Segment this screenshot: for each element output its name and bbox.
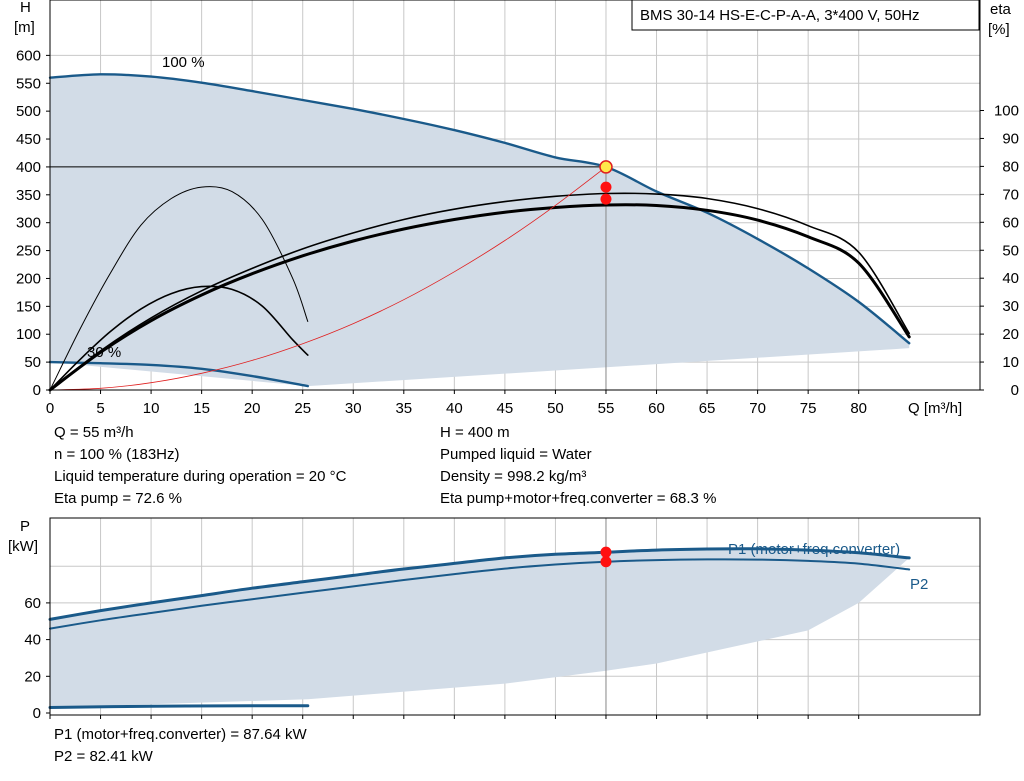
y2-tick-label: 10 — [1002, 354, 1019, 371]
info-left-block: Q = 55 m³/h n = 100 % (183Hz) Liquid tem… — [54, 422, 346, 510]
x-tick-label: 20 — [244, 400, 261, 417]
p-axis-unit: [kW] — [8, 538, 38, 555]
curve-head-0 — [48, 73, 911, 345]
annotation-30-percent: 30 % — [87, 344, 121, 361]
y-axis-unit: [m] — [14, 19, 35, 36]
p-tick-label: 40 — [24, 632, 41, 649]
y-tick-label: 300 — [16, 215, 41, 232]
top-markers — [599, 160, 613, 205]
x-tick-label: 25 — [294, 400, 311, 417]
x-tick-label: 50 — [547, 400, 564, 417]
power-range-area — [50, 548, 910, 708]
p-tick-label: 60 — [24, 595, 41, 612]
x-axis-label: Q [m³/h] — [908, 400, 962, 417]
y-tick-label: 550 — [16, 75, 41, 92]
power-curve-0 — [48, 547, 911, 621]
x-tick-label: 35 — [395, 400, 412, 417]
curve-efficiency-6 — [49, 186, 309, 391]
curve-head-1 — [48, 360, 309, 388]
y2-tick-label: 90 — [1002, 130, 1019, 147]
y2-axis-unit: [%] — [988, 21, 1010, 38]
power-marker — [600, 556, 612, 568]
curve-system-7 — [49, 166, 607, 391]
info-eta-pump: Eta pump = 72.6 % — [54, 490, 182, 507]
y-tick-label: 450 — [16, 131, 41, 148]
y2-tick-label: 0 — [1011, 382, 1019, 399]
y-tick-label: 200 — [16, 270, 41, 287]
x-tick-label: 30 — [345, 400, 362, 417]
power-curve-1 — [49, 558, 911, 630]
p2-series-label: P2 — [910, 576, 928, 593]
top-series-lines — [48, 73, 911, 392]
y2-tick-label: 100 — [994, 103, 1019, 120]
info-speed: n = 100 % (183Hz) — [54, 446, 180, 463]
x-tick-label: 5 — [96, 400, 104, 417]
x-tick-label: 0 — [46, 400, 54, 417]
p1-series-label: P1 (motor+freq.converter) — [728, 541, 900, 558]
duty-point-marker — [599, 160, 613, 174]
y2-tick-label: 50 — [1002, 242, 1019, 259]
power-curve-2 — [48, 704, 310, 709]
x-tick-label: 55 — [598, 400, 615, 417]
y-tick-label: 500 — [16, 103, 41, 120]
y-axis-label: H — [20, 0, 31, 16]
info-temperature: Liquid temperature during operation = 20… — [54, 468, 347, 485]
y2-tick-label: 20 — [1002, 326, 1019, 343]
info-density: Density = 998.2 kg/m³ — [440, 468, 587, 485]
x-tick-label: 80 — [850, 400, 867, 417]
info-p2: P2 = 82.41 kW — [54, 748, 153, 765]
p-tick-label: 0 — [33, 705, 41, 722]
info-power-block: P1 (motor+freq.converter) = 87.64 kW P2 … — [54, 724, 307, 768]
curve-efficiency-3 — [48, 203, 911, 392]
bottom-plot-frame — [49, 517, 981, 716]
y-tick-label: 600 — [16, 47, 41, 64]
info-right-block: H = 400 m Pumped liquid = Water Density … — [440, 422, 716, 510]
x-tick-label: 15 — [193, 400, 210, 417]
x-tick-label: 40 — [446, 400, 463, 417]
info-head: H = 400 m — [440, 424, 510, 441]
power-marker — [600, 546, 612, 558]
x-tick-label: 10 — [143, 400, 160, 417]
x-tick-label: 60 — [648, 400, 665, 417]
x-tick-label: 75 — [800, 400, 817, 417]
bottom-ticks: 0 20 40 60 — [24, 595, 860, 722]
info-flow: Q = 55 m³/h — [54, 424, 134, 441]
x-tick-label: 65 — [699, 400, 716, 417]
efficiency-marker — [600, 181, 612, 193]
y2-axis-label: eta — [990, 1, 1012, 18]
x-tick-label: 45 — [497, 400, 514, 417]
y-tick-label: 400 — [16, 159, 41, 176]
y-tick-label: 0 — [33, 382, 41, 399]
p-tick-label: 20 — [24, 668, 41, 685]
y2-tick-label: 40 — [1002, 270, 1019, 287]
efficiency-marker — [600, 193, 612, 205]
y-tick-label: 100 — [16, 326, 41, 343]
y-tick-label: 50 — [24, 354, 41, 371]
power-chart: 0 20 40 60 P [kW] P1 (motor+freq.converter)… — [8, 517, 981, 722]
chart-title: BMS 30-14 HS-E-C-P-A-A, 3*400 V, 50Hz — [640, 7, 920, 24]
y2-tick-label: 80 — [1002, 158, 1019, 175]
y2-tick-label: 70 — [1002, 186, 1019, 203]
y2-tick-label: 60 — [1002, 214, 1019, 231]
annotation-100-percent: 100 % — [162, 54, 205, 71]
y-tick-label: 350 — [16, 187, 41, 204]
title-box — [631, 0, 980, 31]
info-liquid: Pumped liquid = Water — [440, 446, 592, 463]
curve-efficiency-4 — [49, 192, 910, 391]
x-tick-label: 70 — [749, 400, 766, 417]
y-tick-label: 250 — [16, 243, 41, 260]
head-efficiency-chart: 0 5 10 15 20 25 30 35 40 45 50 55 60 65 70 75 8005010015… — [14, 0, 1019, 417]
top-ticks: 0 5 10 15 20 25 30 35 40 45 50 55 60 65 70 75 8005010015… — [16, 47, 1019, 417]
info-eta-total: Eta pump+motor+freq.converter = 68.3 % — [440, 490, 717, 507]
p-axis-label: P — [20, 518, 30, 535]
info-p1: P1 (motor+freq.converter) = 87.64 kW — [54, 726, 307, 743]
y2-tick-label: 30 — [1002, 298, 1019, 315]
bottom-markers — [600, 546, 612, 568]
curve-efficiency-5 — [49, 285, 309, 391]
y-tick-label: 150 — [16, 298, 41, 315]
